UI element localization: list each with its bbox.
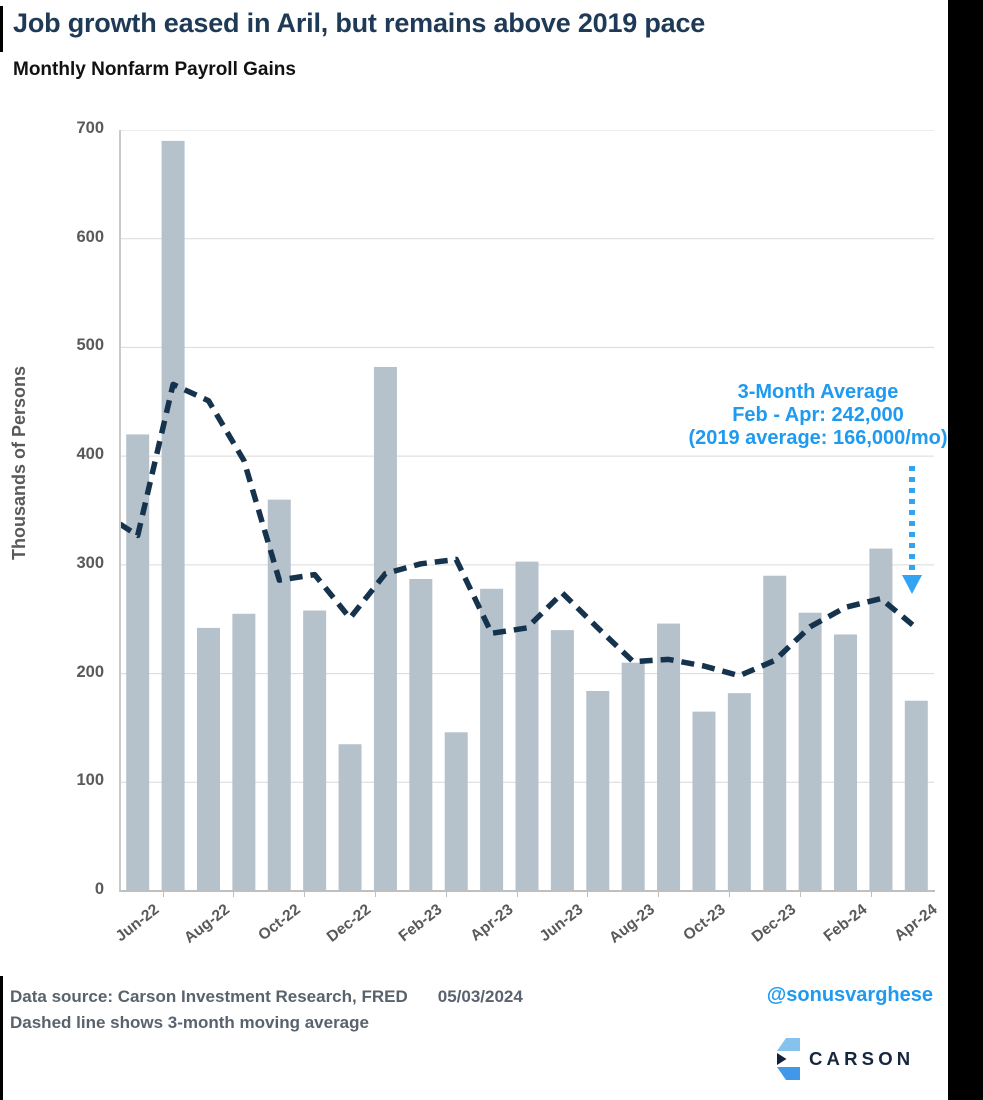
x-tick-label-Feb-24: Feb-24	[820, 901, 870, 946]
y-tick-label-0: 0	[94, 880, 104, 898]
footer-source-row: Data source: Carson Investment Research,…	[10, 987, 523, 1007]
bar-Jul-22	[161, 140, 185, 891]
chart-svg	[120, 130, 934, 891]
x-axis-tick	[375, 891, 377, 897]
x-axis-tick	[658, 891, 660, 897]
bar-Apr-23	[480, 588, 504, 891]
bar-Oct-22	[267, 499, 291, 891]
bar-Mar-23	[444, 732, 468, 891]
moving-average-line	[120, 381, 919, 679]
x-axis-tick	[233, 891, 235, 897]
x-axis-tick	[587, 891, 589, 897]
bar-Feb-24	[834, 634, 858, 891]
chart-subtitle: Monthly Nonfarm Payroll Gains	[13, 59, 296, 80]
y-tick-label-700: 700	[76, 119, 104, 137]
bar-Mar-24	[869, 548, 893, 891]
x-axis-tick	[799, 891, 801, 897]
y-tick-label-600: 600	[76, 227, 104, 246]
bar-Jan-24	[798, 612, 822, 891]
x-tick-label-Dec-22: Dec-22	[323, 901, 375, 946]
bar-Sep-22	[232, 613, 256, 891]
annotation-callout: 3-Month Average Feb - Apr: 242,000 (2019…	[648, 381, 983, 450]
x-axis-tick	[870, 891, 872, 897]
x-tick-label-Aug-22: Aug-22	[181, 901, 233, 947]
bar-May-23	[515, 561, 539, 891]
carson-logomark-icon	[777, 1038, 800, 1080]
bar-Jul-23	[586, 690, 610, 891]
bar-Sep-23	[657, 623, 681, 891]
y-tick-label-300: 300	[76, 553, 104, 572]
y-axis-title: Thousands of Persons	[9, 365, 29, 561]
x-axis-tick	[445, 891, 447, 897]
y-axis-line	[119, 130, 121, 892]
x-tick-label-Feb-23: Feb-23	[395, 901, 446, 946]
x-tick-label-Apr-24: Apr-24	[891, 901, 941, 945]
x-tick-label-Oct-22: Oct-22	[255, 901, 304, 945]
bar-Dec-22	[338, 744, 362, 891]
x-axis-line	[120, 890, 935, 892]
x-tick-label-Oct-23: Oct-23	[679, 901, 729, 945]
bar-Aug-22	[196, 627, 220, 891]
annotation-line-3: (2019 average: 166,000/mo)	[688, 427, 948, 449]
x-axis-tick	[728, 891, 730, 897]
annotation-line-1: 3-Month Average	[737, 381, 899, 403]
social-handle: @sonusvarghese	[766, 984, 933, 1006]
footer-note: Dashed line shows 3-month moving average	[10, 1013, 369, 1032]
y-tick-label-100: 100	[76, 771, 104, 790]
y-tick-label-200: 200	[76, 662, 104, 681]
x-tick-label-Aug-23: Aug-23	[605, 901, 658, 947]
carson-wordmark: CARSON	[809, 1048, 915, 1069]
bar-Jan-23	[373, 366, 397, 891]
bar-Apr-24	[904, 700, 928, 891]
x-tick-label-Dec-23: Dec-23	[748, 901, 800, 946]
data-source-text: Data source: Carson Investment Research,…	[10, 987, 408, 1006]
y-tick-label-400: 400	[76, 445, 104, 464]
x-tick-label-Jun-23: Jun-23	[537, 901, 587, 946]
x-axis-tick	[162, 891, 164, 897]
x-tick-label-Apr-23: Apr-23	[466, 901, 517, 945]
bar-Feb-23	[409, 578, 433, 891]
screen-edge-mark-bottom	[0, 976, 3, 1100]
x-tick-label-Jun-22: Jun-22	[112, 901, 163, 946]
carson-logo: CARSON	[777, 1037, 914, 1081]
x-axis-tick	[516, 891, 518, 897]
bar-Jun-23	[550, 630, 574, 891]
bar-Nov-22	[303, 610, 327, 891]
bar-Oct-23	[692, 711, 716, 891]
date-text: 05/03/2024	[437, 987, 523, 1006]
y-tick-label-500: 500	[76, 336, 104, 355]
bar-Aug-23	[621, 662, 645, 891]
screen-edge-mark-top	[0, 6, 3, 52]
page-title: Job growth eased in Aril, but remains ab…	[13, 8, 706, 38]
screen-edge-black-strip	[948, 0, 983, 1100]
annotation-line-2: Feb - Apr: 242,000	[732, 404, 904, 426]
down-arrow-icon	[902, 466, 922, 594]
bar-Dec-23	[763, 575, 787, 891]
x-axis-tick	[304, 891, 306, 897]
bar-Nov-23	[727, 693, 751, 891]
bar-Jun-22	[126, 434, 150, 891]
